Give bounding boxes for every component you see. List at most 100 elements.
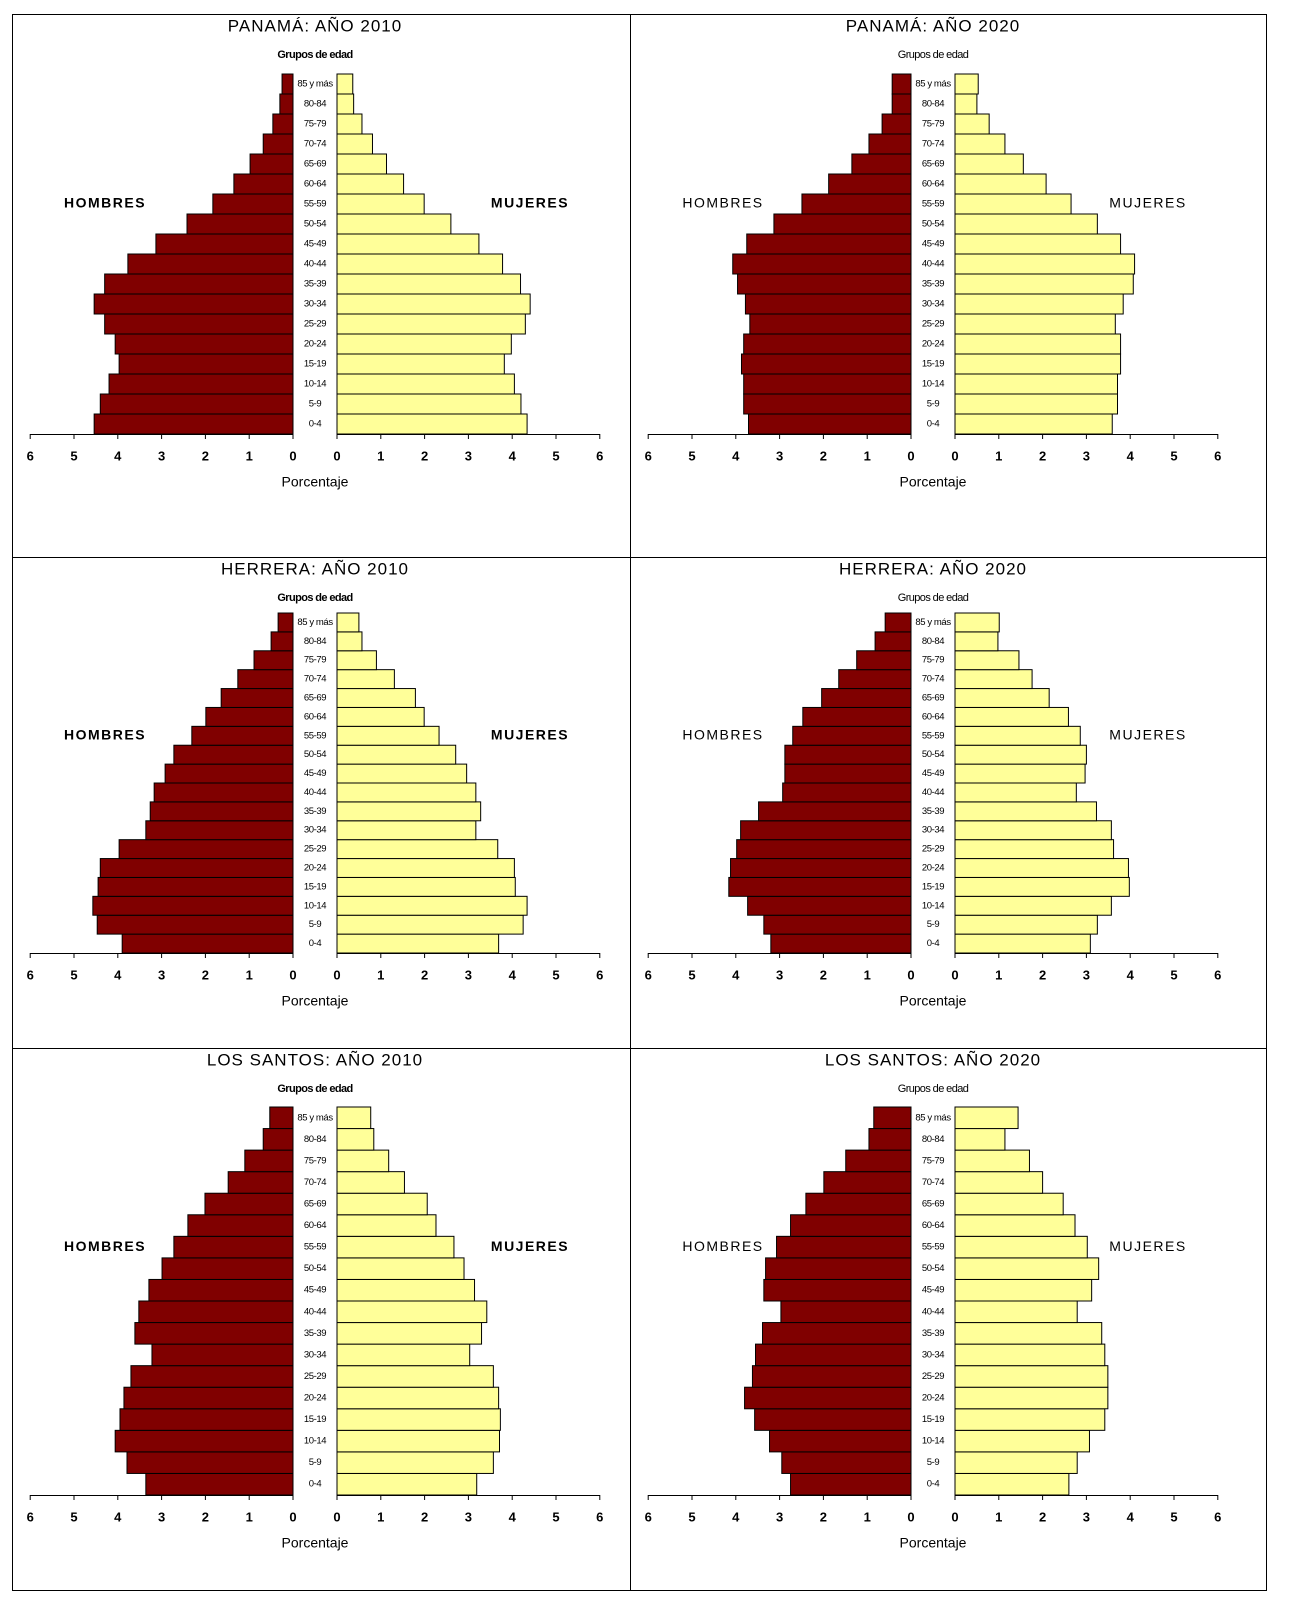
- legend-label: MUJERES: [1109, 726, 1186, 742]
- bar-male: [790, 1214, 912, 1237]
- x-tick-label: 4: [732, 448, 740, 463]
- legend-label: HOMBRES: [64, 195, 146, 211]
- bar-male: [792, 725, 912, 746]
- x-tick-label: 2: [1039, 1509, 1046, 1524]
- bar-female: [954, 153, 1024, 175]
- x-tick-label: 0: [907, 1509, 914, 1524]
- bar-male: [262, 133, 294, 155]
- bar-female: [336, 650, 377, 671]
- chart-title: HERRERA: AÑO 2010: [221, 559, 409, 578]
- bar-female: [954, 373, 1118, 395]
- y-axis-title: Grupos de edad: [277, 592, 352, 604]
- bar-female: [954, 1128, 1006, 1151]
- x-tick-label: 4: [1127, 1509, 1135, 1524]
- x-tick-label: 2: [820, 448, 827, 463]
- x-tick-label: 1: [377, 1509, 384, 1524]
- bar-male: [744, 293, 912, 315]
- y-tick-label: 20-24: [304, 339, 326, 350]
- y-tick-label: 20-24: [304, 1393, 326, 1404]
- bar-male: [802, 706, 912, 727]
- bar-female: [336, 895, 528, 916]
- bar-female: [336, 1128, 375, 1151]
- bar-male: [138, 1300, 294, 1324]
- bar-female: [336, 706, 425, 727]
- bar-female: [336, 293, 531, 315]
- bar-male: [754, 1408, 912, 1431]
- x-tick-label: 5: [1170, 448, 1177, 463]
- bar-male: [769, 1429, 912, 1453]
- bar-male: [851, 153, 912, 175]
- y-tick-label: 45-49: [304, 239, 326, 250]
- y-tick-label: 15-19: [304, 359, 326, 370]
- y-tick-label: 5-9: [309, 399, 322, 410]
- bar-male: [204, 1192, 294, 1216]
- bar-male: [790, 1472, 912, 1496]
- x-tick-label: 0: [289, 448, 296, 463]
- bar-male: [784, 763, 912, 784]
- bar-female: [954, 1257, 1100, 1280]
- bar-male: [220, 688, 294, 708]
- bar-female: [954, 1214, 1076, 1237]
- y-tick-label: 0-4: [927, 1479, 940, 1490]
- bar-female: [954, 353, 1122, 375]
- x-tick-label: 1: [246, 967, 253, 982]
- y-tick-label: 55-59: [922, 199, 944, 210]
- bar-male: [845, 1149, 912, 1173]
- legend-label: HOMBRES: [64, 726, 146, 742]
- bar-female: [336, 763, 468, 784]
- x-tick-label: 5: [688, 967, 695, 982]
- bar-male: [744, 1386, 912, 1410]
- bar-male: [93, 293, 294, 315]
- legend-label: HOMBRES: [682, 726, 763, 742]
- x-tick-label: 6: [596, 448, 603, 463]
- bar-female: [954, 1106, 1019, 1130]
- bar-male: [92, 895, 294, 916]
- bar-male: [749, 313, 912, 335]
- bar-female: [336, 1343, 471, 1367]
- bar-male: [191, 725, 294, 746]
- y-tick-label: 40-44: [922, 1306, 944, 1317]
- bar-female: [336, 233, 480, 255]
- y-tick-label: 80-84: [922, 99, 944, 110]
- bar-female: [336, 1300, 488, 1324]
- x-tick-label: 3: [465, 1509, 472, 1524]
- y-tick-label: 85 y más: [297, 79, 333, 90]
- bar-female: [954, 413, 1113, 435]
- x-tick-label: 0: [333, 1509, 340, 1524]
- y-tick-label: 75-79: [922, 655, 944, 666]
- bar-male: [281, 73, 294, 95]
- x-tick-label: 0: [333, 448, 340, 463]
- x-tick-label: 2: [1039, 967, 1046, 982]
- bar-female: [954, 133, 1006, 155]
- bar-male: [233, 173, 294, 195]
- y-axis-title: Grupos de edad: [898, 49, 969, 61]
- bar-female: [336, 73, 354, 95]
- bar-female: [336, 1408, 501, 1431]
- y-tick-label: 50-54: [922, 749, 944, 760]
- x-tick-label: 3: [465, 448, 472, 463]
- bar-male: [891, 73, 912, 95]
- x-tick-label: 2: [421, 1509, 428, 1524]
- y-tick-label: 30-34: [922, 825, 944, 836]
- y-tick-label: 80-84: [922, 1134, 944, 1145]
- bar-female: [336, 688, 416, 708]
- x-tick-label: 1: [995, 448, 1002, 463]
- bar-male: [269, 1106, 294, 1130]
- x-tick-label: 2: [202, 448, 209, 463]
- bar-female: [336, 193, 425, 215]
- y-tick-label: 65-69: [922, 159, 944, 170]
- y-tick-label: 65-69: [922, 693, 944, 704]
- bar-male: [153, 782, 294, 803]
- bar-female: [336, 744, 457, 765]
- bar-female: [954, 1235, 1088, 1259]
- bar-male: [99, 858, 294, 878]
- bar-female: [336, 1278, 476, 1302]
- y-tick-label: 75-79: [304, 1155, 326, 1166]
- x-tick-label: 0: [907, 967, 914, 982]
- bar-female: [336, 1451, 494, 1474]
- bar-female: [954, 631, 999, 652]
- bar-female: [954, 113, 990, 135]
- bar-female: [336, 393, 522, 415]
- bar-male: [270, 631, 294, 652]
